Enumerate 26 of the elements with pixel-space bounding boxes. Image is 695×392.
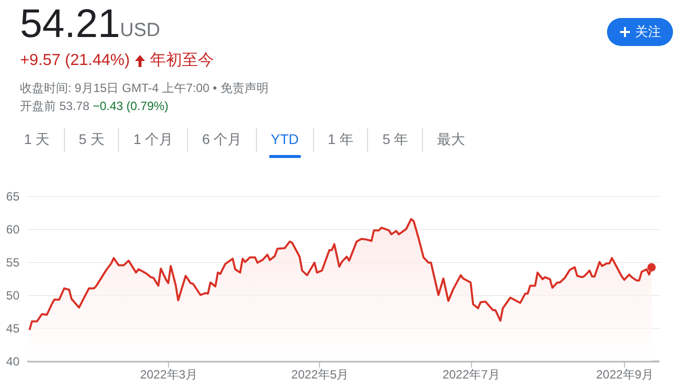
text: YTD <box>256 128 313 152</box>
text: 6 个月 <box>187 128 256 152</box>
text: 5 天 <box>64 128 118 152</box>
text: 5 年 <box>367 128 422 152</box>
text: 1 天 <box>23 130 51 149</box>
text: 开盘前 53.78 <box>20 99 90 113</box>
text: 收盘时间: 9月15日 GMT-4 上午7:00 • 免责声明 <box>20 80 268 97</box>
x-tick-label: 2022年5月 <box>291 368 349 382</box>
text: 年初至今 <box>150 50 214 71</box>
text: 关注 <box>635 23 661 41</box>
y-tick-label: 40 <box>6 354 20 368</box>
text: +9.57 (21.44%) <box>20 52 130 70</box>
text: −0.43 (0.79%) <box>92 99 168 113</box>
y-tick-label: 45 <box>6 322 20 336</box>
y-tick-label: 55 <box>6 256 20 270</box>
text: 最大 <box>422 128 480 152</box>
y-tick-label: 50 <box>6 288 20 302</box>
text: 1 年 <box>312 128 368 152</box>
chart-title: 54.21 <box>20 2 120 47</box>
x-tick-label: 2022年7月 <box>442 368 500 382</box>
x-tick-label: 2022年3月 <box>140 368 198 382</box>
y-tick-label: 60 <box>6 222 20 236</box>
y-tick-label: 65 <box>6 190 20 204</box>
chart-subtitle: USD <box>120 20 160 42</box>
text: 1 个月 <box>118 128 188 152</box>
x-tick-label: 2022年9月 <box>596 368 654 382</box>
